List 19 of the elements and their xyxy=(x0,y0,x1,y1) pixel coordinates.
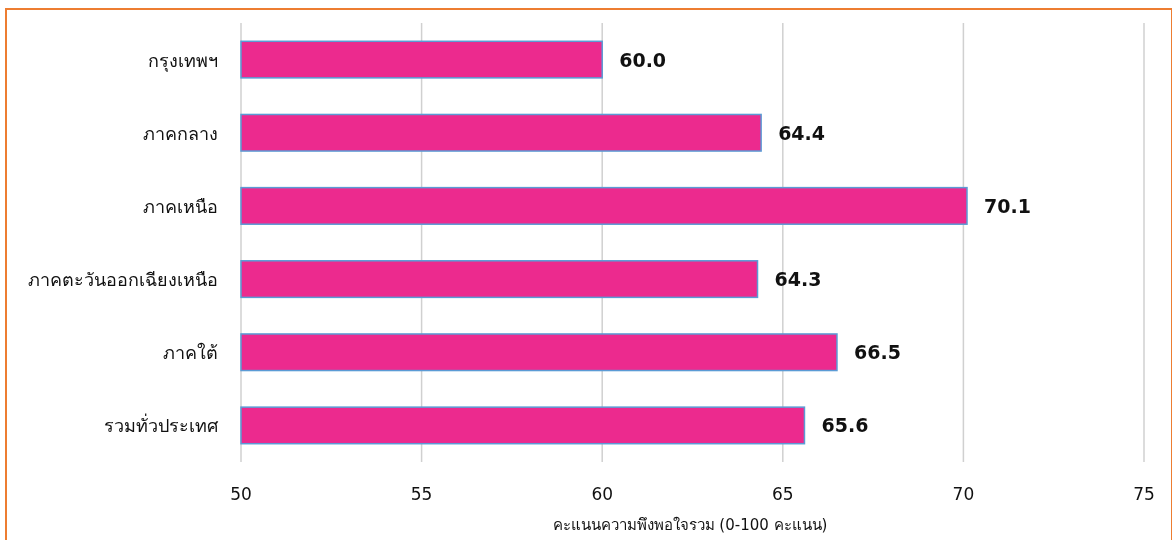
x-tick-label: 50 xyxy=(230,484,252,504)
x-tick-label: 65 xyxy=(771,484,794,504)
data-label: 64.4 xyxy=(778,121,826,144)
data-label: 70.1 xyxy=(984,194,1031,217)
y-tick-label: ภาคกลาง xyxy=(143,122,218,144)
y-tick-label: ภาคใต้ xyxy=(163,342,218,364)
data-label: 64.3 xyxy=(774,268,822,291)
x-tick-label: 60 xyxy=(591,484,614,504)
data-label: 60.0 xyxy=(619,48,667,71)
data-label: 66.5 xyxy=(853,341,901,364)
x-axis-title: คะแนนความพึงพอใจรวม (0-100 คะแนน) xyxy=(552,516,828,534)
y-tick-label: ภาคตะวันออกเฉียงเหนือ xyxy=(28,269,218,291)
data-label: 65.6 xyxy=(821,414,869,437)
x-tick-label: 55 xyxy=(410,484,433,504)
y-tick-label: รวมทั่วประเทศ xyxy=(104,413,219,437)
y-tick-label: กรุงเทพฯ xyxy=(148,49,218,72)
x-tick-label: 75 xyxy=(1133,484,1155,504)
x-tick-label: 70 xyxy=(952,484,975,504)
y-tick-label: ภาคเหนือ xyxy=(143,195,218,217)
